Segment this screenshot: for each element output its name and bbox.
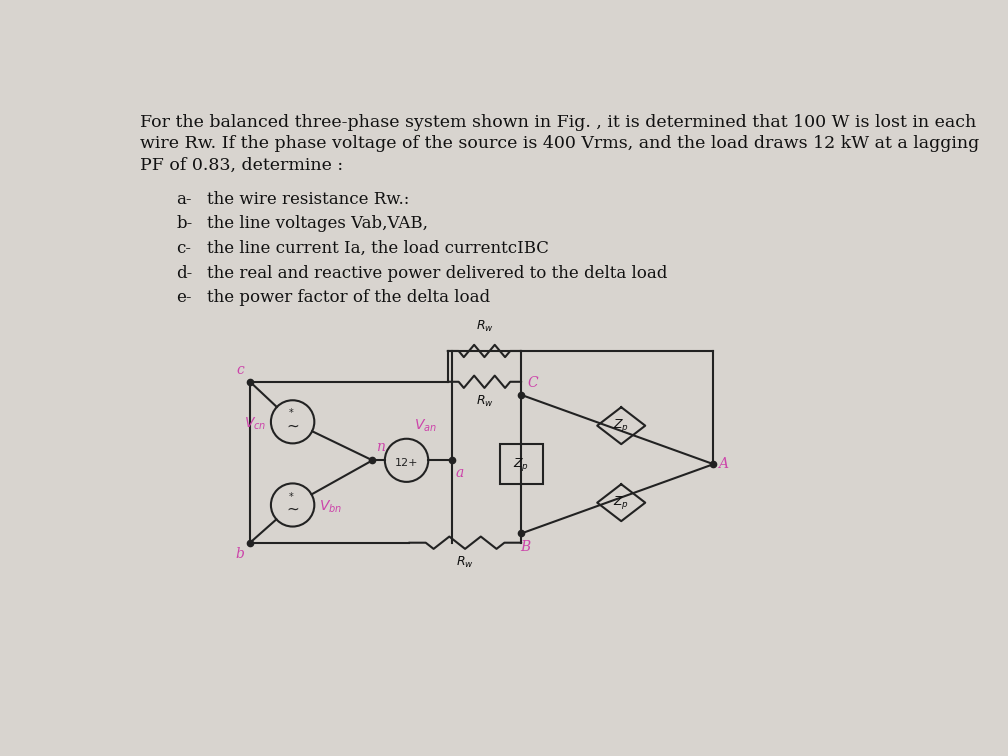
Text: $Z_p$: $Z_p$ — [613, 417, 629, 434]
Text: b-: b- — [176, 215, 193, 232]
Text: the line current Ia, the load currentcIBC: the line current Ia, the load currentcIB… — [208, 240, 549, 257]
Text: the line voltages Vab,VAB,: the line voltages Vab,VAB, — [208, 215, 428, 232]
Text: 12+: 12+ — [395, 457, 418, 468]
Text: a-: a- — [176, 191, 192, 208]
Text: $Z_p$: $Z_p$ — [613, 494, 629, 511]
Text: B: B — [520, 540, 530, 553]
Text: d-: d- — [176, 265, 193, 282]
Text: ~: ~ — [286, 418, 299, 433]
Text: C: C — [527, 376, 538, 390]
Text: $R_w$: $R_w$ — [476, 319, 493, 334]
Text: b: b — [235, 547, 244, 560]
Text: $V_{bn}$: $V_{bn}$ — [319, 498, 342, 515]
Text: c-: c- — [176, 240, 192, 257]
Text: a: a — [456, 466, 464, 481]
Text: the wire resistance Rw.:: the wire resistance Rw.: — [208, 191, 409, 208]
Text: For the balanced three-phase system shown in Fig. , it is determined that 100 W : For the balanced three-phase system show… — [140, 114, 976, 131]
Text: *: * — [288, 408, 293, 418]
Text: e-: e- — [176, 290, 192, 306]
Text: $Z_p$: $Z_p$ — [513, 456, 529, 472]
Text: c: c — [236, 363, 244, 377]
Text: $V_{an}$: $V_{an}$ — [414, 418, 437, 434]
Text: n: n — [376, 440, 385, 454]
Text: *: * — [288, 491, 293, 501]
Bar — [500, 445, 542, 484]
Text: the real and reactive power delivered to the delta load: the real and reactive power delivered to… — [208, 265, 667, 282]
Text: $R_w$: $R_w$ — [457, 555, 474, 570]
Text: $R_w$: $R_w$ — [476, 394, 493, 409]
Text: ~: ~ — [286, 501, 299, 516]
Text: PF of 0.83, determine :: PF of 0.83, determine : — [140, 157, 343, 174]
Text: $V_{cn}$: $V_{cn}$ — [244, 415, 266, 432]
Text: wire Rw. If the phase voltage of the source is 400 Vrms, and the load draws 12 k: wire Rw. If the phase voltage of the sou… — [140, 135, 979, 153]
Text: the power factor of the delta load: the power factor of the delta load — [208, 290, 491, 306]
Text: A: A — [718, 457, 728, 471]
